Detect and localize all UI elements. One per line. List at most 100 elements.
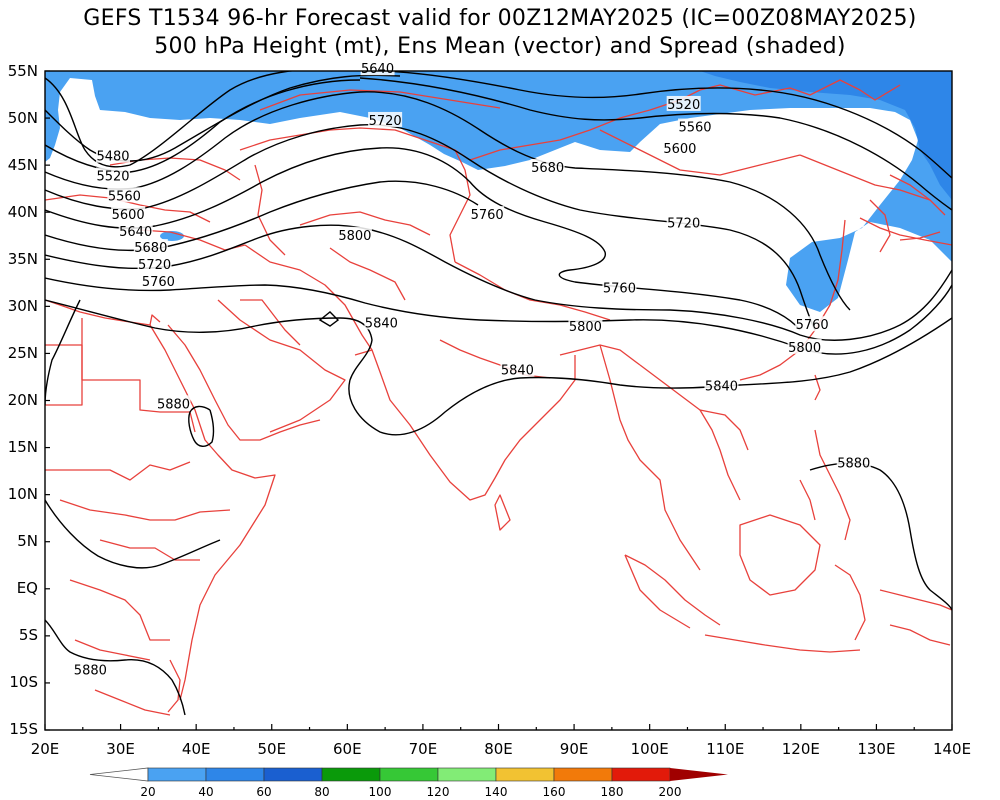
contour-label: 5720 [667,217,700,232]
lon-label: 140E [933,740,971,758]
contour-label-bg [602,279,637,295]
contour-label-bg [141,272,176,288]
contour-label-bg [530,159,565,175]
contour-label-bg [364,314,399,330]
contour-label-bg [96,147,131,163]
colorbar-cell [379,767,439,782]
contour-label: 5840 [365,316,398,331]
contour-label-bg [96,167,131,183]
lat-label: 20N [8,391,38,409]
colorbar-label: 120 [427,785,450,799]
lat-label: 30N [8,297,38,315]
colorbar-high-triangle [670,768,728,781]
latitude-axis: 55N 50N 45N 40N 35N 30N 25N 20N 15N 10N … [8,62,38,738]
lat-label: 50N [8,109,38,127]
contour-label: 5800 [569,320,602,335]
contour-label: 5720 [369,114,402,129]
contour-label-bg [568,318,603,334]
contour-label: 5640 [361,62,394,77]
lon-label: 120E [782,740,820,758]
lon-label: 90E [560,740,589,758]
contour-label: 5680 [134,241,167,256]
contour-label: 5520 [96,169,129,184]
lat-label: 10S [9,673,38,691]
contour-label-bg [787,338,822,354]
contour-label-bg [368,111,403,127]
contour-labels: 5640 5520 5560 5600 5720 5480 5520 5560 5600 5640… [73,60,871,679]
colorbar-cell [205,767,265,782]
contour-label: 5520 [667,98,700,113]
contour-label-bg [337,226,372,242]
contour-label-bg [666,214,701,230]
lat-label: 25N [8,344,38,362]
contour-label: 5600 [112,208,145,223]
contour-label: 5880 [837,457,870,472]
contour-label: 5640 [119,225,152,240]
height-contours [45,71,952,716]
contour-label: 5560 [678,121,711,136]
colorbar-label: 160 [543,785,566,799]
lat-label: 35N [8,250,38,268]
lat-label: 15S [9,720,38,738]
lat-label: 40N [8,203,38,221]
spread-region-northeast [700,71,952,200]
lon-label: 20E [31,740,60,758]
contour-label: 5760 [603,282,636,297]
colorbar-low-triangle [89,767,149,782]
lon-label: 50E [258,740,287,758]
lat-label: 55N [8,62,38,80]
colorbar-cell [553,767,613,782]
contour-label: 5840 [705,379,738,394]
contour-label: 5680 [531,161,564,176]
colorbar-label: 40 [198,785,213,799]
spread-colorbar: 20 40 60 80 100 120 140 160 180 200 [89,767,728,799]
contour-label-bg [137,255,172,271]
contour-label-bg [666,95,701,111]
colorbar-label: 20 [140,785,155,799]
contour-label: 5840 [501,363,534,378]
contour-label-bg [118,223,153,239]
contour-label: 5600 [663,142,696,157]
contour-label-bg [133,239,168,255]
contour-label-bg [470,206,505,222]
lon-label: 30E [106,740,135,758]
colorbar-cell [147,767,207,782]
longitude-axis: 20E 30E 40E 50E 60E 70E 80E 90E 100E 110… [31,740,971,758]
contour-label: 5560 [108,189,141,204]
lat-label: 10N [8,485,38,503]
colorbar-label: 60 [256,785,271,799]
map-title: GEFS T1534 96-hr Forecast valid for 00Z1… [83,6,917,31]
contour-label-bg [500,361,535,377]
contour-label: 5880 [157,397,190,412]
colorbar-label: 80 [314,785,329,799]
colorbar-label: 200 [659,785,682,799]
contour-label: 5800 [338,229,371,244]
colorbar-cell [495,767,555,782]
lon-label: 80E [484,740,513,758]
contour-label: 5480 [96,150,129,165]
lat-label: 15N [8,438,38,456]
contour-label: 5760 [471,208,504,223]
contour-label: 5760 [796,318,829,333]
lon-label: 70E [409,740,438,758]
colorbar-cell [611,767,671,782]
contour-label-bg [73,661,108,677]
colorbar-label: 140 [485,785,508,799]
lat-label: 5N [17,532,38,550]
lat-label: EQ [17,579,38,597]
lon-label: 60E [333,740,362,758]
colorbar-label: 100 [369,785,392,799]
colorbar-cell [437,767,497,782]
contour-label: 5760 [142,275,175,290]
map-subtitle: 500 hPa Height (mt), Ens Mean (vector) a… [154,34,846,59]
contour-label-bg [156,395,191,411]
contour-label: 5800 [788,341,821,356]
contour-label-bg [111,206,146,222]
contour-label-bg [795,316,830,332]
colorbar-cell [321,767,381,782]
contour-label-bg [678,118,713,134]
lat-label: 45N [8,156,38,174]
contour-label-bg [836,454,871,470]
contour-label: 5880 [74,664,107,679]
